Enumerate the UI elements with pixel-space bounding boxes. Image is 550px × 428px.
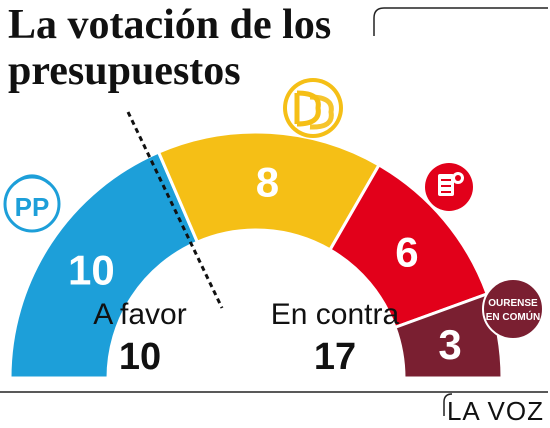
segment-label-psoe: 6 (395, 228, 418, 275)
favor-value: 10 (118, 336, 162, 378)
contra-value: 17 (313, 336, 357, 378)
do-logo (283, 78, 343, 138)
ourense-logo-line2: EN COMÚN (486, 310, 540, 323)
segment-label-ourense-en-común: 3 (438, 321, 461, 368)
segment-pp (8, 150, 200, 380)
contra-label: En contra (270, 298, 400, 331)
ourense-en-comun-logo: OURENSE EN COMÚN (482, 278, 544, 340)
source-label: LA VOZ (446, 396, 544, 426)
segment-label-do: 8 (256, 158, 279, 205)
ourense-logo-line1: OURENSE (488, 298, 538, 309)
segment-label-pp: 10 (68, 247, 115, 294)
frame-corner (373, 7, 548, 36)
pp-logo-text: PP (15, 192, 50, 222)
pp-logo: PP (3, 174, 61, 233)
frame-bottom-bracket (443, 393, 453, 416)
majority-divider (126, 111, 224, 309)
psoe-logo (425, 163, 473, 211)
page-title: La votación de los presupuestos (8, 2, 332, 94)
favor-label: A favor (93, 298, 187, 331)
